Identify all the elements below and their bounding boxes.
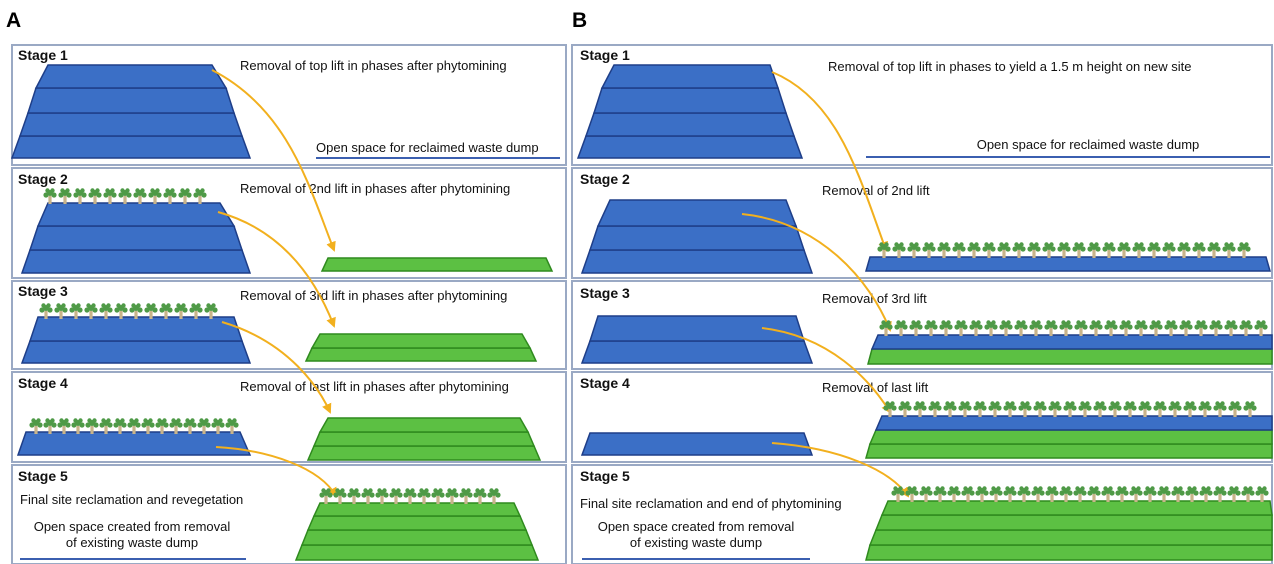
panel-b-stage-3-waste-dump bbox=[580, 315, 814, 364]
panel-a-stage-2-reclaimed-layer bbox=[320, 257, 554, 272]
panel-b-stage-4-new-site bbox=[865, 415, 1273, 459]
panel-a-stage-3-caption: Removal of 3rd lift in phases after phyt… bbox=[240, 288, 507, 303]
panel-a-stage-3-title: Stage 3 bbox=[18, 283, 68, 299]
panel-b-stage-1-title: Stage 1 bbox=[580, 47, 630, 63]
panel-b-stage-1-waste-dump bbox=[576, 64, 804, 159]
panel-b-stage-4-waste-dump bbox=[580, 432, 814, 456]
panel-b-stage-4-caption: Removal of last lift bbox=[822, 380, 929, 395]
panel-b-stage-4-title: Stage 4 bbox=[580, 375, 630, 391]
panel-a-open-space-created-line2: of existing waste dump bbox=[66, 535, 198, 550]
panel-a-stage-4-caption: Removal of last lift in phases after phy… bbox=[240, 379, 509, 394]
panel-a-stage-1-waste-dump bbox=[10, 64, 252, 159]
panel-a-stage-3-reclaimed bbox=[304, 333, 538, 362]
panel-b-stage-2-waste-dump bbox=[580, 199, 814, 274]
panel-b-stage-5-title: Stage 5 bbox=[580, 468, 630, 484]
panel-a-stage-4-waste-dump bbox=[16, 431, 252, 456]
panel-b-open-space-created-line1: Open space created from removal bbox=[598, 519, 795, 534]
panel-b-open-space-created-line2: of existing waste dump bbox=[630, 535, 762, 550]
panel-b-stage-5-new-site bbox=[865, 500, 1273, 561]
panel-b-stage-2-new-site-layer bbox=[865, 256, 1271, 272]
panel-a-stage-5-reclaimed bbox=[294, 502, 540, 561]
panel-a-stage-3-waste-dump bbox=[20, 316, 252, 364]
panel-a-stage-1-caption: Removal of top lift in phases after phyt… bbox=[240, 58, 507, 73]
panel-a-stage-1-title: Stage 1 bbox=[18, 47, 68, 63]
panel-a-arrow-2 bbox=[217, 211, 336, 328]
panel-b-stage-2-title: Stage 2 bbox=[580, 171, 630, 187]
panel-a-open-space-label: Open space for reclaimed waste dump bbox=[316, 140, 539, 155]
panel-a-stage-4-title: Stage 4 bbox=[18, 375, 68, 391]
panel-b-stage-2-caption: Removal of 2nd lift bbox=[822, 183, 930, 198]
panel-a-open-space-created-line1: Open space created from removal bbox=[34, 519, 231, 534]
panel-b-open-space-label: Open space for reclaimed waste dump bbox=[977, 137, 1200, 152]
panel-b-letter: B bbox=[572, 9, 587, 32]
panel-a-stage-2-waste-dump bbox=[20, 202, 252, 274]
panel-a-arrow-1 bbox=[211, 69, 336, 252]
panel-a-stage-4-reclaimed bbox=[306, 417, 542, 461]
panel-b-arrow-2 bbox=[741, 213, 892, 332]
panel-a-stage-5-caption: Final site reclamation and revegetation bbox=[20, 492, 243, 507]
panel-a-arrow-3 bbox=[221, 321, 332, 414]
panel-a-stage-5-title: Stage 5 bbox=[18, 468, 68, 484]
panel-b-stage-5-caption: Final site reclamation and end of phytom… bbox=[580, 496, 842, 511]
panel-b-arrow-3 bbox=[761, 327, 892, 414]
panel-b-stage-3-new-site bbox=[867, 334, 1273, 365]
panel-a-stage-2-caption: Removal of 2nd lift in phases after phyt… bbox=[240, 181, 510, 196]
panel-a-letter: A bbox=[6, 9, 21, 32]
panel-b-stage-3-title: Stage 3 bbox=[580, 285, 630, 301]
panel-b-stage-1-caption: Removal of top lift in phases to yield a… bbox=[828, 59, 1191, 74]
panel-b: Stage 1 Stage 2 Stage 3 Stage 4 Stage 5 … bbox=[571, 44, 1273, 564]
panel-a-stage-2-title: Stage 2 bbox=[18, 171, 68, 187]
panel-a: Stage 1 Stage 2 Stage 3 Stage 4 Stage 5 … bbox=[10, 44, 567, 564]
panel-a-arrow-4 bbox=[215, 446, 337, 498]
panel-b-arrow-1 bbox=[771, 71, 888, 252]
